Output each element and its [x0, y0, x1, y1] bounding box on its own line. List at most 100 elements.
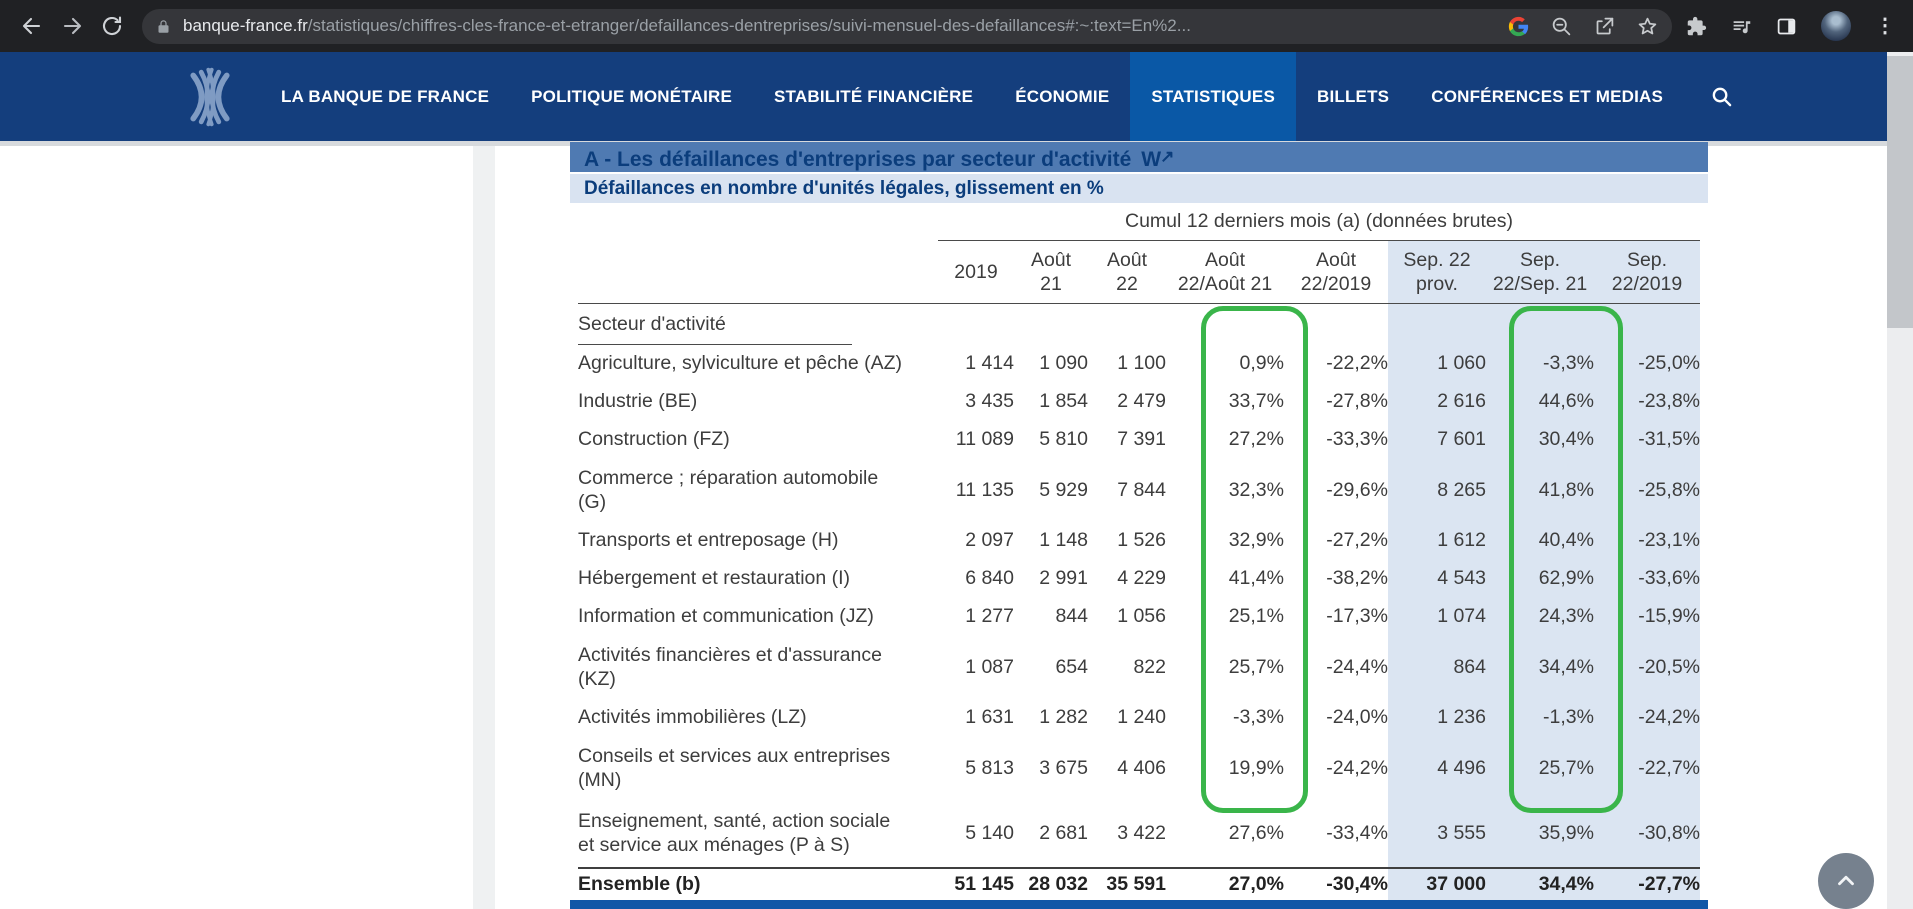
cell: 1 612	[1388, 521, 1486, 560]
site-navbar: LA BANQUE DE FRANCE POLITIQUE MONÉTAIRE ST…	[0, 52, 1913, 141]
cell: 24,3%	[1486, 597, 1594, 636]
table-row: Activités immobilières (LZ) 1 631 1 282 1 2…	[578, 698, 1701, 737]
profile-avatar[interactable]	[1821, 11, 1851, 41]
cell: -27,7%	[1594, 866, 1701, 901]
cell: -15,9%	[1594, 597, 1701, 636]
nav-item-politique-mon-taire[interactable]: POLITIQUE MONÉTAIRE	[531, 86, 733, 106]
reload-icon	[102, 16, 122, 35]
zoom-icon[interactable]	[1551, 16, 1572, 37]
cell: 1 631	[965, 706, 1014, 728]
nav-item-la-banque-de-france[interactable]: LA BANQUE DE FRANCE	[281, 86, 490, 106]
chevron-up-icon	[1838, 875, 1854, 886]
browser-menu-icon[interactable]: ⋮	[1875, 15, 1895, 37]
reload-button[interactable]	[92, 6, 132, 46]
total-row: Ensemble (b) 51 145 28 032 35 591 27,0% -30,4…	[578, 866, 1701, 901]
cell: 864	[1388, 635, 1486, 699]
cell: 19,9%	[1228, 756, 1284, 779]
cell	[1014, 304, 1088, 345]
highlight-box-aout-column	[1201, 306, 1308, 813]
cell: 1 074	[1388, 597, 1486, 636]
webstat-link-icon[interactable]: W↗	[1141, 147, 1175, 171]
cell: 32,3%	[1228, 478, 1284, 501]
nav-item-stabilit-financi-re[interactable]: STABILITÉ FINANCIÈRE	[774, 86, 974, 106]
cell: 51 145	[938, 866, 1014, 901]
row-label: Secteur d'activité	[578, 304, 938, 345]
cell: -33,4%	[1326, 821, 1388, 844]
cell: -24,2%	[1594, 698, 1701, 737]
cell: 1 282	[1039, 706, 1088, 728]
cell: 822	[1133, 655, 1166, 678]
column-header: Août 21	[1014, 240, 1088, 304]
nav-search-button[interactable]	[1700, 52, 1743, 141]
google-logo-icon[interactable]	[1508, 16, 1529, 37]
scroll-to-top-button[interactable]	[1818, 853, 1874, 909]
cell: 1 277	[965, 605, 1014, 627]
cell: 5 810	[1039, 428, 1088, 450]
url-bar[interactable]: banque-france.fr/statistiques/chiffres-c…	[142, 8, 1672, 44]
page-scrollbar-track[interactable]	[1887, 52, 1913, 909]
lock-icon	[158, 19, 169, 33]
cell: 30,4%	[1486, 420, 1594, 459]
cell: 1 414	[965, 352, 1014, 374]
inner-scrollbar-track[interactable]	[473, 146, 495, 909]
row-label: Industrie (BE)	[578, 390, 698, 413]
url-domain: banque-france.fr	[183, 16, 308, 35]
table-container: Cumul 12 derniers mois (a) (données brut…	[570, 203, 1708, 901]
nav-item-billets[interactable]: BILLETS	[1316, 86, 1390, 106]
cell: 1 100	[1117, 352, 1166, 374]
forward-button[interactable]	[52, 6, 92, 46]
table-row: Transports et entreposage (H) 2 097 1 148 1…	[578, 521, 1701, 560]
cell: 3 555	[1388, 799, 1486, 868]
cell: 25,1%	[1228, 605, 1284, 627]
row-label: Information et communication (JZ)	[578, 605, 874, 628]
column-header: Sep. 22/Sep. 21	[1486, 240, 1594, 304]
cell: 4 543	[1388, 559, 1486, 598]
nav-item-statistiques[interactable]: STATISTIQUES	[1130, 52, 1296, 141]
row-label: Hébergement et restauration (I)	[578, 567, 851, 590]
table-row: Agriculture, sylviculture et pêche (AZ) 1…	[578, 344, 1701, 383]
extensions-puzzle-icon[interactable]	[1686, 16, 1707, 37]
cell: -33,3%	[1326, 428, 1388, 450]
column-header: Sep. 22/2019	[1594, 240, 1701, 304]
cell: 1 236	[1388, 698, 1486, 737]
banque-de-france-logo[interactable]	[182, 64, 238, 130]
table-row: Industrie (BE) 3 435 1 854 2 479 33,7% -27,8%…	[578, 382, 1701, 421]
column-header: Août 22/Août 21	[1166, 240, 1284, 304]
share-icon[interactable]	[1594, 16, 1615, 37]
cell: 35 591	[1088, 866, 1166, 901]
page-scrollbar-thumb[interactable]	[1887, 56, 1913, 328]
bookmark-star-icon[interactable]	[1637, 16, 1658, 37]
cell: 28 032	[1014, 866, 1088, 901]
back-button[interactable]	[12, 6, 52, 46]
cell: 1 087	[965, 655, 1014, 678]
cell: 1 526	[1117, 529, 1166, 551]
cell: 4 229	[1117, 567, 1166, 589]
cell: 6 840	[965, 567, 1014, 589]
column-header: Sep. 22 prov.	[1388, 240, 1486, 304]
cell: 2 616	[1388, 382, 1486, 421]
cell: -24,4%	[1326, 655, 1388, 678]
cell: 40,4%	[1486, 521, 1594, 560]
cell: -29,6%	[1326, 478, 1388, 501]
cell: 3 422	[1117, 821, 1166, 844]
section-title-bar: A - Les défaillances d'entreprises par s…	[570, 142, 1708, 172]
nav-item-conf-rences-et-medias[interactable]: CONFÉRENCES ET MEDIAS	[1431, 86, 1664, 106]
side-panel-icon[interactable]	[1776, 16, 1797, 37]
table-row: Conseils et services aux entreprises (MN…	[578, 736, 1701, 800]
cell: 0,9%	[1239, 352, 1284, 374]
table-body: Secteur d'activité Agriculture, sylvicult…	[578, 303, 1701, 901]
nav-item--conomie[interactable]: ÉCONOMIE	[1015, 86, 1110, 106]
media-playlist-icon[interactable]	[1731, 16, 1752, 37]
cell: -1,3%	[1486, 698, 1594, 737]
cell: 25,7%	[1228, 655, 1284, 678]
column-header-row: 2019 Août 21 Août 22 Août 22/Août 21 Août 22…	[578, 240, 1701, 304]
cell: 27,6%	[1228, 821, 1284, 844]
cell: -23,8%	[1594, 382, 1701, 421]
column-header: 2019	[938, 240, 1014, 304]
cell: 1 090	[1039, 352, 1088, 374]
cell: -24,2%	[1326, 756, 1388, 779]
table-subtitle: Défaillances en nombre d'unités légales,…	[570, 174, 1708, 203]
table-row: Hébergement et restauration (I) 6 840 2 99…	[578, 559, 1701, 598]
cell: 44,6%	[1486, 382, 1594, 421]
